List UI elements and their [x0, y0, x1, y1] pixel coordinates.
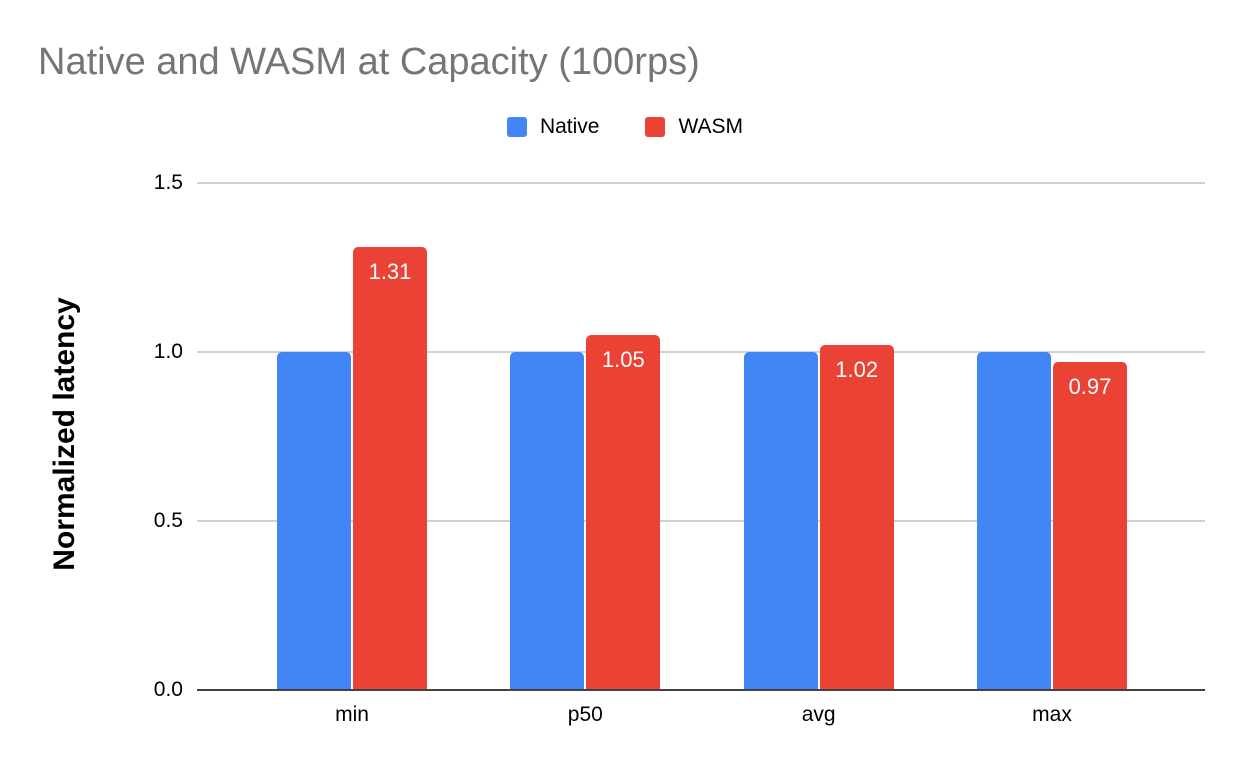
- bar-wasm-min[interactable]: 1.31: [353, 247, 427, 690]
- bar-native-min[interactable]: [277, 352, 351, 690]
- bar-wasm-max[interactable]: 0.97: [1052, 362, 1127, 690]
- gridline-0.5: [197, 520, 1205, 522]
- legend: Native WASM: [0, 112, 1250, 142]
- x-tick-label-avg: avg: [801, 703, 836, 726]
- y-tick-label-0.5: 0.5: [153, 509, 183, 532]
- legend-item-native[interactable]: Native: [506, 115, 600, 139]
- bar-native-max[interactable]: [976, 352, 1051, 690]
- plot-area: 1.31 1.05 1.02 0.97: [197, 182, 1205, 691]
- chart-title: Native and WASM at Capacity (100rps): [38, 41, 700, 83]
- legend-swatch-native: [506, 117, 527, 137]
- bar-wasm-avg[interactable]: 1.02: [819, 345, 894, 690]
- bar-value-label-p50: 1.05: [601, 347, 645, 373]
- x-tick-label-p50: p50: [567, 703, 603, 726]
- x-axis-labels: min p50 avg max: [197, 702, 1205, 732]
- bar-native-avg[interactable]: [743, 352, 818, 690]
- legend-label-native: Native: [539, 115, 600, 138]
- y-tick-label-1.0: 1.0: [153, 340, 183, 363]
- bar-value-label-max: 0.97: [1068, 374, 1112, 400]
- y-tick-label-1.5: 1.5: [153, 171, 183, 194]
- x-axis-line: [197, 689, 1205, 691]
- legend-label-wasm: WASM: [678, 115, 744, 138]
- x-tick-label-min: min: [335, 703, 369, 726]
- gridline-1.5: [197, 182, 1205, 184]
- x-tick-label-max: max: [1032, 703, 1072, 726]
- y-tick-label-0.0: 0.0: [153, 678, 183, 701]
- legend-swatch-wasm: [645, 117, 666, 137]
- bar-wasm-p50[interactable]: 1.05: [586, 335, 661, 690]
- gridline-1.0: [197, 351, 1205, 353]
- bar-value-label-min: 1.31: [368, 259, 412, 285]
- bar-native-p50[interactable]: [510, 352, 585, 690]
- legend-item-wasm[interactable]: WASM: [645, 115, 743, 139]
- y-axis-labels: 0.0 0.5 1.0 1.5: [0, 171, 183, 701]
- bar-value-label-avg: 1.02: [835, 357, 879, 383]
